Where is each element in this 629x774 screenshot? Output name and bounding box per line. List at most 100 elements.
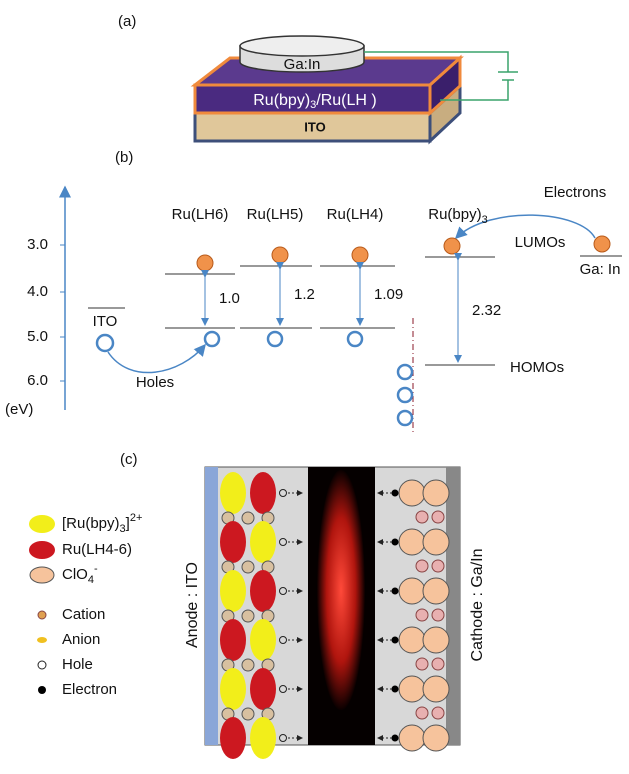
axis-tick-label: 3.0: [27, 236, 48, 253]
legend-icon: [37, 610, 47, 620]
axis-tick-label: 4.0: [27, 283, 48, 300]
legend-label: Cation: [62, 606, 105, 623]
complex-label-text: Ru(LH5): [247, 206, 304, 223]
legend-label: ClO4-: [62, 563, 98, 586]
hole: [396, 409, 414, 427]
substrate-label: ITO: [304, 119, 325, 134]
clo4: [422, 675, 450, 703]
electrons-label: Electrons: [544, 184, 607, 201]
clo4: [398, 577, 426, 605]
clo4: [422, 577, 450, 605]
legend-icon: [37, 637, 47, 643]
axis-tick-label: 6.0: [27, 372, 48, 389]
axis-unit: (eV): [5, 401, 33, 418]
cathode-electrode: [446, 467, 460, 745]
legend-label-sub: 3: [120, 523, 126, 535]
gap-label: 1.0: [219, 290, 240, 307]
anion: [241, 658, 255, 672]
legend-icon: [37, 660, 47, 670]
cation: [415, 657, 429, 671]
hole: [346, 330, 364, 348]
gap-label: 1.09: [374, 286, 403, 303]
complex: [250, 668, 276, 710]
contact-top: [239, 35, 365, 57]
cation: [415, 559, 429, 573]
legend-icon: [29, 566, 55, 584]
complex: [250, 472, 276, 514]
complex-label: Ru(bpy)3: [428, 206, 487, 226]
electron: [351, 246, 369, 264]
electron: [391, 489, 399, 497]
complex-label: Ru(LH4): [327, 206, 384, 223]
gap-label: 2.32: [472, 302, 501, 319]
cation: [431, 706, 445, 720]
hole: [279, 489, 287, 497]
circuit: [364, 51, 518, 101]
complex: [220, 717, 246, 759]
anion: [241, 707, 255, 721]
cathode-label: Ga: In: [580, 261, 621, 278]
legend-label: Anion: [62, 631, 100, 648]
clo4: [422, 528, 450, 556]
complex-label-text: Ru(LH4): [327, 206, 384, 223]
complex: [250, 619, 276, 661]
complex-label-text: Ru(LH6): [172, 206, 229, 223]
electron: [196, 254, 214, 272]
complex-label: Ru(LH5): [247, 206, 304, 223]
legend-label: Ru(LH4-6): [62, 541, 132, 558]
cation: [415, 608, 429, 622]
hole: [396, 363, 414, 381]
legend-label-sup: -: [94, 563, 98, 575]
electron: [391, 685, 399, 693]
complex: [220, 521, 246, 563]
hole-path: [107, 343, 206, 374]
panel-c: (c) Anode : ITO Cathode : Ga/In [Ru(bpy)…: [29, 451, 486, 759]
panel-a: (a) Ga:In Ru(bpy)3/Ru(LH ) ITO: [118, 13, 518, 145]
electron: [391, 636, 399, 644]
legend-label-text: Ru(LH4-6): [62, 541, 132, 558]
clo4: [398, 528, 426, 556]
legend-icon: [29, 515, 55, 533]
anion: [241, 511, 255, 525]
legend-icon: [38, 686, 46, 694]
legend-label: [Ru(bpy)3]2+: [62, 512, 142, 535]
legend-label-text: ClO: [62, 566, 88, 583]
panel-label: (c): [120, 451, 138, 468]
panel-label: (a): [118, 13, 136, 30]
complex: [250, 717, 276, 759]
panel-label: (b): [115, 149, 133, 166]
cation: [415, 510, 429, 524]
complex: [250, 521, 276, 563]
hole: [279, 685, 287, 693]
electron: [593, 235, 611, 253]
anode-electrode: [205, 467, 218, 745]
gap-label: 1.2: [294, 286, 315, 303]
hole: [95, 333, 115, 353]
electron: [391, 587, 399, 595]
hole: [266, 330, 284, 348]
electron: [271, 246, 289, 264]
complex: [220, 619, 246, 661]
emitter-label: Ru(bpy)3/Ru(LH ): [253, 92, 376, 111]
clo4: [398, 479, 426, 507]
lumos-label: LUMOs: [515, 234, 566, 251]
clo4: [422, 724, 450, 752]
electron: [443, 237, 461, 255]
complex: [220, 570, 246, 612]
legend-label-text: Anion: [62, 631, 100, 648]
hole: [279, 538, 287, 546]
clo4: [398, 724, 426, 752]
anion: [241, 560, 255, 574]
emitter-side: [428, 54, 462, 117]
complex: [250, 570, 276, 612]
complex-label: Ru(LH6): [172, 206, 229, 223]
electron: [391, 734, 399, 742]
hole: [396, 386, 414, 404]
legend-label-text: [Ru(bpy): [62, 515, 120, 532]
anode-label: ITO: [93, 313, 118, 330]
electron-path: [454, 214, 596, 240]
electron: [391, 538, 399, 546]
complex: [220, 668, 246, 710]
cation: [415, 706, 429, 720]
